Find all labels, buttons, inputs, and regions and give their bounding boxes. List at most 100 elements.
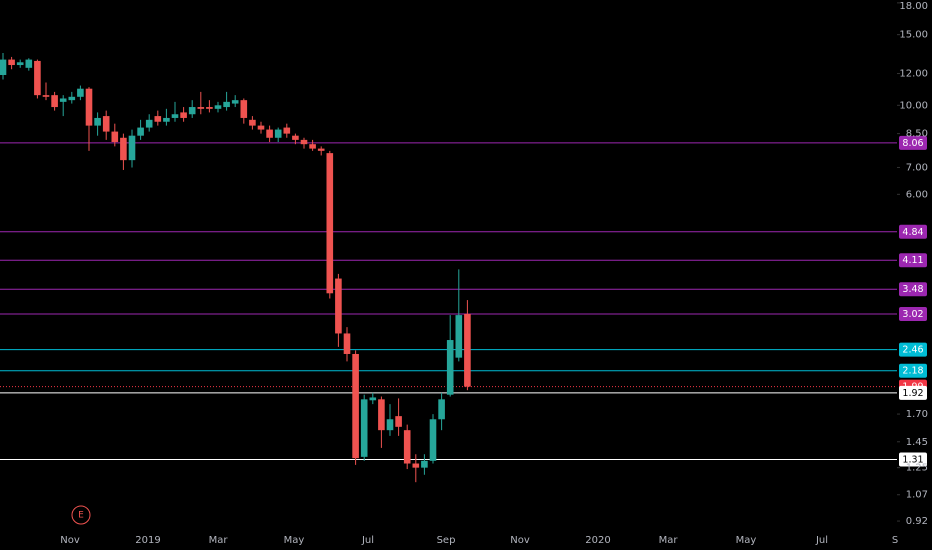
candle-body [386, 419, 394, 431]
candle-body [128, 135, 136, 161]
candle-body [94, 117, 101, 126]
candle-body [77, 88, 84, 97]
y-tick-label: 1.25 [906, 463, 928, 474]
level-label: 8.06 [902, 138, 923, 149]
x-tick-label: May [284, 535, 305, 546]
candle-body [68, 96, 76, 101]
candle-body [300, 139, 308, 145]
price-badges: 8.064.844.113.483.022.462.181.991.921.31 [899, 135, 927, 467]
level-badge [899, 363, 927, 378]
candle-body [137, 127, 144, 136]
level-label: 2.46 [902, 345, 923, 356]
candles [0, 53, 471, 483]
level-label: 3.48 [902, 284, 923, 295]
x-tick-label: Jul [361, 535, 374, 546]
x-tick-label: 2020 [585, 535, 610, 546]
x-tick-label: May [736, 535, 757, 546]
candle-body [421, 460, 428, 468]
level-label: 1.31 [902, 454, 923, 465]
y-tick-label: 7.00 [906, 162, 928, 173]
y-tick-label: 10.00 [899, 100, 928, 111]
levels [0, 142, 897, 460]
candle-body [120, 137, 127, 161]
event-label[interactable]: E [78, 511, 84, 521]
level-badge [899, 282, 927, 297]
candle-body [25, 59, 33, 68]
x-tick-label: Mar [209, 535, 229, 546]
candle-body [240, 100, 248, 118]
level-label: 4.11 [902, 255, 923, 266]
level-badge [899, 253, 927, 268]
candle-body [145, 119, 153, 128]
y-tick-label: 1.07 [906, 490, 928, 501]
candle-body [0, 59, 7, 75]
x-tick-label: Nov [60, 535, 80, 546]
candle-body [180, 112, 187, 118]
level-label: 4.84 [902, 227, 923, 238]
level-badge [899, 452, 927, 467]
candle-body [292, 135, 299, 140]
event-circle[interactable] [71, 505, 91, 525]
candle-body [257, 125, 265, 130]
level-badge [899, 385, 927, 400]
candle-body [343, 333, 351, 354]
level-label: 3.02 [902, 309, 923, 320]
candle-body [206, 107, 213, 109]
candle-body [16, 62, 24, 66]
candle-body [102, 116, 110, 132]
candle-body [309, 144, 316, 149]
candle-body [395, 416, 402, 427]
candle-body [317, 148, 325, 151]
y-tick-label: 15.00 [899, 30, 928, 41]
candle-body [455, 315, 463, 358]
level-label: 2.18 [902, 366, 923, 377]
candle-body [111, 131, 119, 143]
candle-body [59, 98, 67, 102]
candle-body [42, 95, 50, 97]
level-label: 1.92 [902, 388, 923, 399]
candle-body [34, 60, 41, 96]
level-badge [899, 135, 927, 150]
y-tick-label: 12.00 [899, 69, 928, 80]
x-tick-label: S [892, 535, 898, 546]
candle-body [188, 107, 196, 115]
candle-body [464, 313, 471, 387]
y-tick-label: 1.70 [906, 409, 928, 420]
x-tick-label: Nov [510, 535, 530, 546]
x-tick-label: Mar [659, 535, 679, 546]
candle-body [438, 399, 445, 420]
candle-body [274, 129, 282, 138]
candle-body [326, 153, 334, 294]
candle-body [171, 114, 179, 118]
candle-body [249, 119, 256, 126]
candle-body [231, 100, 239, 104]
y-tick-label: 18.00 [899, 1, 928, 12]
candle-body [403, 430, 411, 464]
x-tick-label: Jul [815, 535, 828, 546]
x-tick-label: 2019 [135, 535, 160, 546]
candle-body [163, 117, 170, 122]
candle-body [429, 419, 437, 461]
y-tick-label: 6.00 [906, 189, 928, 200]
y-tick-label: 1.45 [906, 437, 928, 448]
level-badge [899, 306, 927, 321]
candle-body [412, 463, 420, 468]
level-badge [899, 342, 927, 357]
candle-body [378, 399, 385, 431]
candle-body [369, 397, 377, 401]
y-tick-label: 0.92 [906, 516, 928, 527]
candle-body [446, 340, 454, 395]
x-tick-label: Sep [437, 535, 456, 546]
candle-body [360, 399, 368, 457]
candle-body [223, 101, 230, 108]
candle-body [335, 278, 342, 334]
candle-body [197, 107, 205, 109]
candle-body [266, 129, 273, 138]
candle-body [51, 95, 58, 108]
level-badge [899, 224, 927, 239]
candle-body [154, 116, 162, 122]
candle-body [283, 127, 291, 134]
candle-body [85, 88, 93, 126]
